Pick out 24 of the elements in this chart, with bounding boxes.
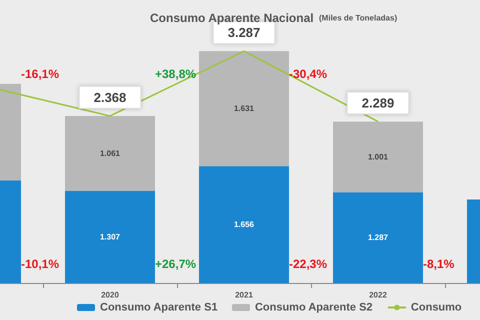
legend-label: Consumo Aparente S1 <box>100 302 218 314</box>
data-label: 1.061 <box>100 148 121 158</box>
chart-title: Consumo Aparente Nacional <box>150 11 314 25</box>
data-label: 1.001 <box>368 152 389 162</box>
data-label: 2.289 <box>362 95 394 110</box>
annotation: -30,4% <box>289 67 328 81</box>
x-tick-label: 2022 <box>369 290 388 300</box>
legend-label: Consumo Aparente S2 <box>254 302 373 314</box>
legend-label: Consumo <box>410 302 462 314</box>
data-label: 1.656 <box>234 220 255 230</box>
x-tick-label: 2021 <box>235 290 254 300</box>
data-label: 2.368 <box>94 90 126 105</box>
annotation: +26,7% <box>155 257 196 271</box>
data-label: 3.287 <box>228 25 260 40</box>
data-label: 1.287 <box>368 233 389 242</box>
chart-subtitle: (Miles de Toneladas) <box>319 14 398 22</box>
annotation: -8,1% <box>423 257 455 271</box>
x-tick-label: 2020 <box>101 290 120 300</box>
annotation: +38,8% <box>155 67 196 81</box>
annotation: -16,1% <box>21 67 60 81</box>
data-label: 1.307 <box>100 232 121 242</box>
annotation: -22,3% <box>289 257 328 271</box>
data-label: 1.631 <box>234 104 255 114</box>
annotation: -10,1% <box>21 257 60 271</box>
